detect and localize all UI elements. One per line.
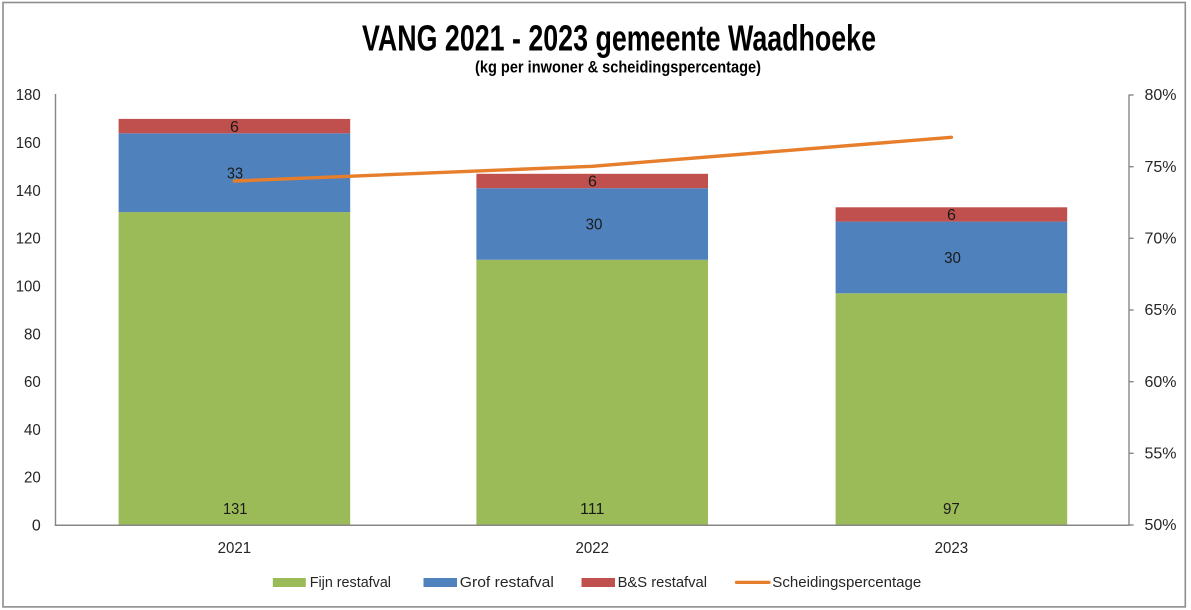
- svg-text:80: 80: [24, 326, 41, 343]
- svg-text:2022: 2022: [575, 540, 609, 557]
- svg-text:Grof restafval: Grof restafval: [460, 574, 554, 591]
- svg-text:100: 100: [16, 279, 41, 296]
- svg-text:80%: 80%: [1145, 87, 1177, 104]
- svg-text:50%: 50%: [1145, 517, 1177, 534]
- svg-text:140: 140: [16, 183, 41, 200]
- svg-text:160: 160: [16, 135, 41, 152]
- svg-text:2023: 2023: [935, 540, 969, 557]
- svg-text:0: 0: [32, 517, 41, 534]
- svg-text:75%: 75%: [1145, 159, 1177, 176]
- svg-text:VANG 2021 - 2023 gemeente Waad: VANG 2021 - 2023 gemeente Waadhoeke: [362, 18, 876, 59]
- svg-text:2021: 2021: [218, 540, 252, 557]
- svg-text:6: 6: [588, 174, 597, 191]
- svg-text:65%: 65%: [1145, 302, 1177, 319]
- svg-text:30: 30: [586, 217, 603, 234]
- svg-text:120: 120: [16, 231, 41, 248]
- svg-text:40: 40: [24, 422, 41, 439]
- svg-text:Scheidingspercentage: Scheidingspercentage: [772, 574, 921, 591]
- svg-text:70%: 70%: [1145, 231, 1177, 248]
- svg-text:30: 30: [944, 250, 961, 267]
- svg-text:180: 180: [16, 87, 41, 104]
- svg-text:6: 6: [947, 207, 956, 224]
- svg-text:B&S restafval: B&S restafval: [618, 574, 707, 591]
- svg-text:111: 111: [580, 501, 604, 518]
- svg-text:60%: 60%: [1145, 374, 1177, 391]
- svg-text:Fijn restafval: Fijn restafval: [310, 574, 391, 591]
- svg-text:(kg per inwoner & scheidingspe: (kg per inwoner & scheidingspercentage): [475, 57, 761, 76]
- svg-text:33: 33: [227, 166, 243, 183]
- svg-text:60: 60: [24, 374, 41, 391]
- svg-text:55%: 55%: [1145, 446, 1177, 463]
- svg-text:20: 20: [24, 470, 41, 487]
- svg-text:97: 97: [943, 501, 960, 518]
- svg-text:131: 131: [223, 501, 247, 518]
- svg-text:6: 6: [230, 119, 239, 136]
